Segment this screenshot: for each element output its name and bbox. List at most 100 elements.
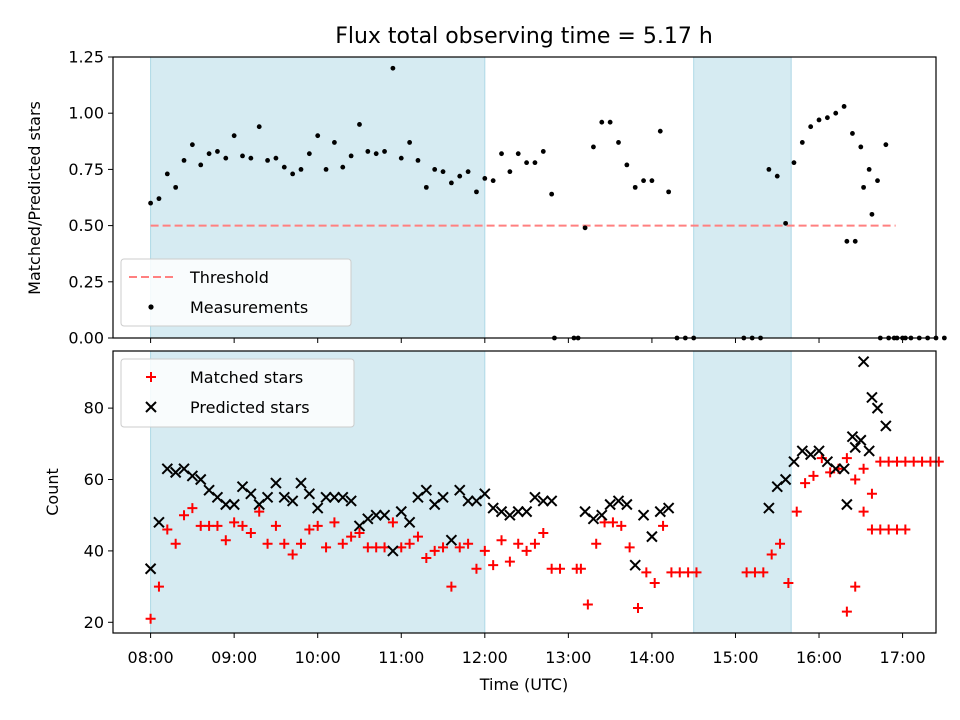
top-axes-frame xyxy=(112,56,937,339)
bottom-plot-area: 20 40 60 80 08:00 09:00 10:00 11:00 12:00 13:00 14… xyxy=(84,350,944,667)
matched-star-point xyxy=(471,563,482,574)
measurement-point xyxy=(340,164,346,170)
predicted-star-point xyxy=(779,473,792,486)
matched-star-point xyxy=(900,524,911,535)
bottom-y-tick-label: 60 xyxy=(84,470,104,489)
measurement-point xyxy=(223,155,229,161)
measurement-point xyxy=(499,151,504,157)
measurement-point xyxy=(390,65,396,71)
bottom-legend-symbol xyxy=(145,401,157,413)
bottom-legend-symbol xyxy=(146,372,156,382)
predicted-star-point xyxy=(813,445,825,457)
measurement-point xyxy=(808,124,814,130)
measurement-point xyxy=(774,173,780,179)
measurement-point xyxy=(440,169,446,175)
predicted-star-point xyxy=(495,505,508,518)
measurement-point xyxy=(591,144,596,150)
matched-star-point xyxy=(892,524,903,535)
bottom-legend-box xyxy=(120,358,355,428)
predicted-star-point xyxy=(849,441,861,454)
predicted-star-point xyxy=(479,488,491,500)
matched-star-point xyxy=(187,503,198,514)
measurement-point xyxy=(540,149,546,154)
predicted-star-point xyxy=(345,495,357,507)
predicted-star-point xyxy=(303,488,316,500)
matched-star-point xyxy=(446,581,457,592)
measurement-point xyxy=(474,189,479,195)
predicted-star-point xyxy=(195,473,207,486)
measurement-point xyxy=(482,175,488,181)
measurement-point xyxy=(423,184,429,190)
measurement-point xyxy=(657,128,663,134)
predicted-star-point xyxy=(841,498,853,511)
measurement-point xyxy=(861,184,866,190)
predicted-star-point xyxy=(863,445,875,457)
matched-star-point xyxy=(624,542,635,553)
x-tick-label: 14:00 xyxy=(629,648,675,667)
predicted-star-point xyxy=(161,463,174,475)
measurement-point xyxy=(791,160,797,166)
bottom-series-matched-stars xyxy=(145,453,944,624)
measurement-point xyxy=(875,178,880,184)
bottom-legend-label: Predicted stars xyxy=(190,398,310,417)
matched-star-point xyxy=(262,538,273,549)
matched-star-point xyxy=(850,581,861,592)
measurement-point xyxy=(256,124,262,130)
measurement-point xyxy=(298,167,304,172)
matched-star-point xyxy=(513,538,524,549)
predicted-star-point xyxy=(846,430,859,443)
x-tick-label: 15:00 xyxy=(712,648,758,667)
matched-star-point xyxy=(270,520,281,531)
predicted-star-point xyxy=(804,448,817,461)
predicted-star-point xyxy=(857,356,870,368)
measurement-point xyxy=(824,115,830,121)
matched-star-point xyxy=(371,542,382,553)
bottom-axes-frame xyxy=(112,350,937,634)
measurement-point xyxy=(616,140,621,145)
measurement-point xyxy=(281,164,287,170)
matched-star-point xyxy=(925,456,936,467)
predicted-star-point xyxy=(445,534,458,546)
matched-star-point xyxy=(521,545,532,556)
top-legend: Threshold Measurements xyxy=(120,258,352,327)
measurement-point xyxy=(382,149,387,154)
measurement-point xyxy=(599,119,605,125)
predicted-star-point xyxy=(395,505,407,518)
measurement-point xyxy=(265,158,270,163)
measurement-point xyxy=(607,119,613,125)
matched-star-point xyxy=(875,524,886,535)
measurement-point xyxy=(240,153,245,159)
measurement-point xyxy=(373,151,379,157)
matched-star-point xyxy=(546,563,557,574)
matched-star-point xyxy=(582,599,593,610)
measurement-point xyxy=(783,220,789,226)
predicted-star-point xyxy=(420,484,433,496)
matched-star-point xyxy=(783,578,794,589)
predicted-star-point xyxy=(529,491,541,504)
matched-star-point xyxy=(883,456,894,467)
predicted-star-point xyxy=(245,488,257,500)
predicted-star-point xyxy=(362,513,374,525)
measurement-point xyxy=(248,155,254,161)
matched-star-point xyxy=(362,542,373,553)
measurement-point xyxy=(448,180,454,186)
matched-star-point xyxy=(758,567,769,578)
matched-star-point xyxy=(883,524,894,535)
predicted-star-point xyxy=(621,498,633,511)
measurement-point xyxy=(883,142,889,148)
matched-star-point xyxy=(287,549,298,560)
matched-star-point xyxy=(312,520,323,531)
predicted-star-point xyxy=(855,434,867,446)
predicted-star-point xyxy=(320,491,332,504)
measurement-point xyxy=(432,167,438,172)
matched-star-point xyxy=(866,524,877,535)
matched-star-point xyxy=(908,456,919,467)
matched-star-point xyxy=(204,520,215,531)
predicted-star-point xyxy=(261,491,274,504)
measurement-point xyxy=(323,167,329,172)
bottom-y-axis-label: Count xyxy=(43,468,62,516)
top-y-tick-label: 0.50 xyxy=(68,216,104,235)
predicted-star-point xyxy=(153,516,165,529)
measurement-point xyxy=(799,140,805,145)
matched-star-point xyxy=(463,538,474,549)
